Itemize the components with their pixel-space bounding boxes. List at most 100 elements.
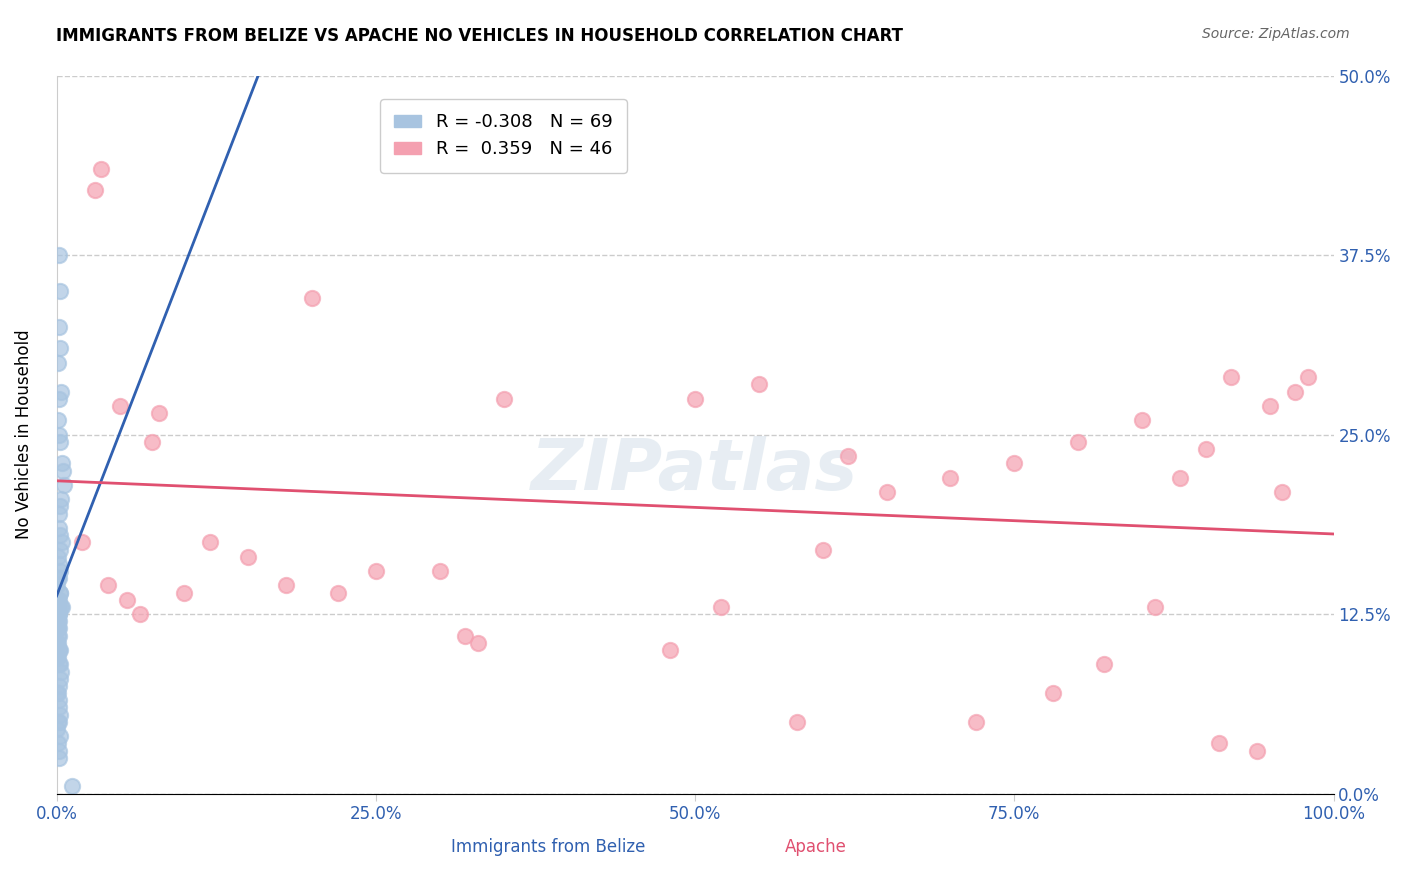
Text: Immigrants from Belize: Immigrants from Belize bbox=[451, 838, 645, 856]
Point bbox=[46, 722, 69, 736]
Y-axis label: No Vehicles in Household: No Vehicles in Household bbox=[15, 330, 32, 540]
Point bbox=[48, 629, 70, 643]
Point bbox=[49, 585, 72, 599]
Point bbox=[128, 607, 150, 621]
Point bbox=[837, 449, 859, 463]
Point bbox=[939, 471, 962, 485]
Point bbox=[46, 413, 69, 427]
Point bbox=[51, 599, 73, 614]
Point bbox=[1042, 686, 1064, 700]
Point bbox=[51, 535, 73, 549]
Point bbox=[557, 147, 579, 161]
Point bbox=[46, 607, 69, 621]
Point bbox=[1296, 370, 1319, 384]
Point bbox=[49, 599, 72, 614]
Point bbox=[46, 578, 69, 592]
Point bbox=[965, 714, 987, 729]
Point bbox=[1246, 743, 1268, 757]
Point bbox=[49, 384, 72, 399]
Point bbox=[46, 622, 69, 636]
Point bbox=[49, 564, 72, 578]
Point bbox=[46, 714, 69, 729]
Point bbox=[84, 183, 107, 197]
Point bbox=[110, 399, 132, 413]
Point bbox=[1002, 456, 1025, 470]
Point bbox=[48, 557, 70, 571]
Point bbox=[326, 585, 349, 599]
Point bbox=[48, 700, 70, 714]
Point bbox=[198, 535, 221, 549]
Point bbox=[48, 643, 70, 657]
Point bbox=[49, 729, 72, 743]
Point bbox=[46, 615, 69, 629]
Point bbox=[301, 291, 323, 305]
Point bbox=[46, 629, 69, 643]
Point bbox=[1208, 736, 1230, 750]
Text: ZIPatlas: ZIPatlas bbox=[531, 436, 859, 505]
Point bbox=[46, 636, 69, 650]
Point bbox=[49, 643, 72, 657]
Point bbox=[1067, 434, 1090, 449]
Point bbox=[1168, 471, 1191, 485]
Point bbox=[48, 751, 70, 765]
Text: Source: ZipAtlas.com: Source: ZipAtlas.com bbox=[1202, 27, 1350, 41]
Point bbox=[1271, 485, 1294, 500]
Point bbox=[49, 434, 72, 449]
Point bbox=[48, 319, 70, 334]
Point bbox=[97, 578, 120, 592]
Point bbox=[48, 679, 70, 693]
Point bbox=[53, 478, 76, 492]
Point bbox=[710, 599, 733, 614]
Point bbox=[46, 650, 69, 665]
Point bbox=[748, 377, 770, 392]
Point bbox=[70, 535, 93, 549]
Point bbox=[46, 686, 69, 700]
Point bbox=[46, 356, 69, 370]
Point bbox=[49, 585, 72, 599]
Point bbox=[467, 636, 489, 650]
Point bbox=[51, 456, 73, 470]
Point bbox=[876, 485, 898, 500]
Point bbox=[60, 780, 83, 794]
Point bbox=[49, 492, 72, 507]
Point bbox=[49, 707, 72, 722]
Point bbox=[49, 542, 72, 557]
Point bbox=[46, 549, 69, 564]
Point bbox=[49, 665, 72, 679]
Point bbox=[48, 657, 70, 672]
Point bbox=[48, 693, 70, 707]
Point bbox=[1284, 384, 1306, 399]
Point bbox=[48, 615, 70, 629]
Point bbox=[48, 521, 70, 535]
Point bbox=[48, 743, 70, 757]
Point bbox=[115, 592, 138, 607]
Point bbox=[48, 427, 70, 442]
Point bbox=[49, 284, 72, 298]
Point bbox=[49, 657, 72, 672]
Point bbox=[48, 599, 70, 614]
Point bbox=[46, 736, 69, 750]
Point bbox=[48, 248, 70, 262]
Point bbox=[492, 392, 515, 406]
Point bbox=[48, 392, 70, 406]
Point bbox=[1092, 657, 1115, 672]
Point bbox=[49, 500, 72, 514]
Point bbox=[364, 564, 387, 578]
Point bbox=[1258, 399, 1281, 413]
Point bbox=[46, 650, 69, 665]
Point bbox=[48, 622, 70, 636]
Point bbox=[48, 592, 70, 607]
Point bbox=[1130, 413, 1153, 427]
Point bbox=[46, 622, 69, 636]
Legend: R = -0.308   N = 69, R =  0.359   N = 46: R = -0.308 N = 69, R = 0.359 N = 46 bbox=[380, 99, 627, 173]
Text: Apache: Apache bbox=[785, 838, 846, 856]
Point bbox=[52, 463, 75, 477]
Point bbox=[46, 607, 69, 621]
Point bbox=[658, 643, 681, 657]
Point bbox=[148, 406, 170, 420]
Point bbox=[90, 161, 112, 176]
Point bbox=[1220, 370, 1243, 384]
Point bbox=[49, 528, 72, 542]
Point bbox=[46, 592, 69, 607]
Point bbox=[141, 434, 163, 449]
